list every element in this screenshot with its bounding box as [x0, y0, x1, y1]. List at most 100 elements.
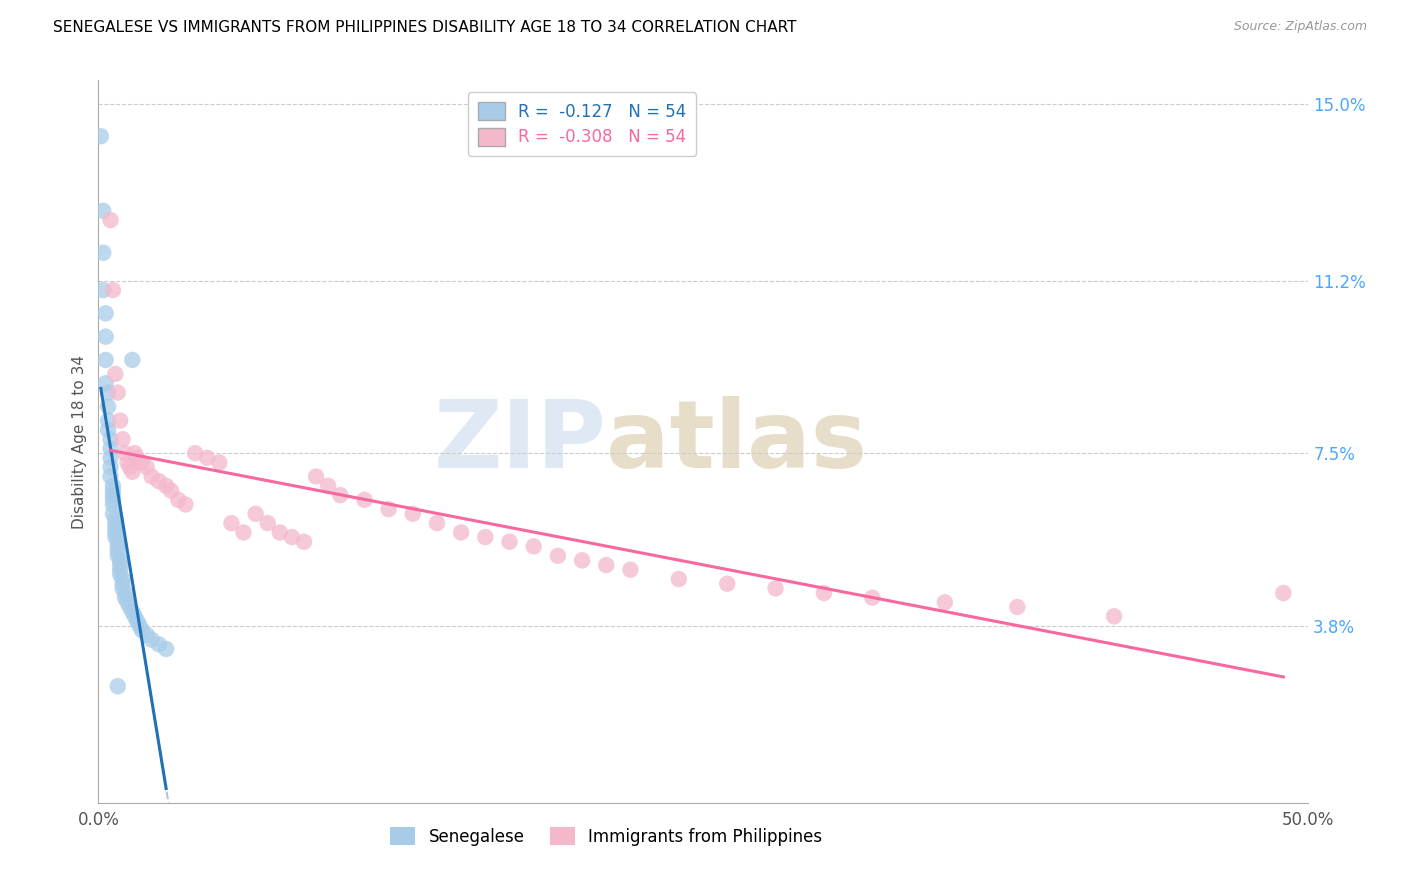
Point: [117, 595, 139, 609]
Point: [1102, 609, 1125, 624]
Point: [104, 511, 127, 525]
Point: [402, 507, 425, 521]
Point: [114, 446, 136, 460]
Point: [107, 679, 129, 693]
Point: [377, 502, 399, 516]
Point: [97, 413, 120, 427]
Point: [155, 642, 177, 657]
Point: [281, 530, 304, 544]
Point: [131, 456, 153, 470]
Point: [131, 624, 153, 638]
Point: [101, 488, 124, 502]
Point: [765, 582, 787, 596]
Point: [316, 479, 339, 493]
Point: [97, 385, 120, 400]
Point: [124, 609, 146, 624]
Point: [104, 530, 127, 544]
Point: [813, 586, 835, 600]
Point: [167, 492, 190, 507]
Point: [111, 572, 134, 586]
Point: [104, 525, 127, 540]
Point: [90, 129, 112, 144]
Point: [269, 525, 291, 540]
Point: [127, 450, 149, 465]
Point: [91, 245, 114, 260]
Point: [118, 460, 141, 475]
Point: [91, 203, 114, 218]
Point: [101, 479, 124, 493]
Point: [221, 516, 243, 530]
Point: [1007, 600, 1029, 615]
Point: [474, 530, 496, 544]
Point: [104, 367, 127, 381]
Point: [117, 456, 139, 470]
Point: [208, 456, 231, 470]
Point: [91, 283, 114, 297]
Point: [111, 576, 134, 591]
Point: [100, 450, 122, 465]
Point: [108, 558, 131, 572]
Point: [121, 465, 143, 479]
Point: [104, 516, 127, 530]
Text: ZIP: ZIP: [433, 395, 606, 488]
Point: [101, 492, 124, 507]
Point: [111, 582, 134, 596]
Point: [121, 605, 143, 619]
Point: [104, 521, 127, 535]
Point: [101, 283, 124, 297]
Point: [107, 549, 129, 563]
Point: [94, 329, 117, 343]
Point: [97, 423, 120, 437]
Point: [108, 553, 131, 567]
Point: [160, 483, 183, 498]
Point: [135, 628, 157, 642]
Point: [100, 213, 122, 227]
Point: [329, 488, 352, 502]
Point: [232, 525, 254, 540]
Point: [121, 353, 143, 368]
Point: [100, 460, 122, 475]
Text: Source: ZipAtlas.com: Source: ZipAtlas.com: [1233, 20, 1367, 33]
Point: [127, 614, 149, 628]
Point: [184, 446, 207, 460]
Point: [450, 525, 472, 540]
Point: [148, 474, 170, 488]
Point: [100, 469, 122, 483]
Point: [174, 498, 197, 512]
Point: [498, 534, 520, 549]
Point: [108, 413, 131, 427]
Point: [101, 483, 124, 498]
Point: [107, 385, 129, 400]
Point: [1272, 586, 1295, 600]
Point: [124, 446, 146, 460]
Text: atlas: atlas: [606, 395, 868, 488]
Point: [148, 637, 170, 651]
Point: [305, 469, 328, 483]
Point: [111, 432, 134, 446]
Point: [595, 558, 617, 572]
Point: [668, 572, 690, 586]
Point: [94, 353, 117, 368]
Point: [107, 540, 129, 554]
Point: [94, 306, 117, 320]
Point: [101, 507, 124, 521]
Point: [523, 540, 546, 554]
Point: [195, 450, 218, 465]
Point: [101, 498, 124, 512]
Point: [135, 460, 157, 475]
Point: [100, 432, 122, 446]
Point: [547, 549, 569, 563]
Y-axis label: Disability Age 18 to 34: Disability Age 18 to 34: [72, 354, 87, 529]
Point: [107, 544, 129, 558]
Point: [108, 567, 131, 582]
Point: [141, 469, 163, 483]
Point: [256, 516, 278, 530]
Point: [619, 563, 641, 577]
Point: [128, 618, 150, 632]
Point: [716, 576, 738, 591]
Point: [860, 591, 883, 605]
Point: [353, 492, 375, 507]
Point: [118, 600, 141, 615]
Point: [245, 507, 267, 521]
Point: [100, 442, 122, 456]
